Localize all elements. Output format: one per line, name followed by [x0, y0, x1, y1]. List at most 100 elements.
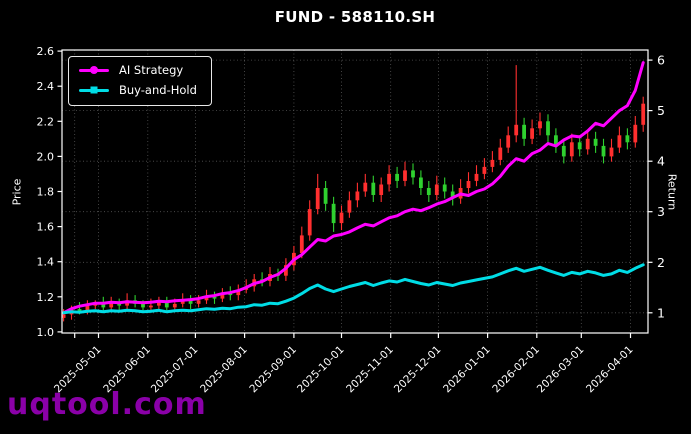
candle-body: [641, 103, 646, 125]
candle-body: [299, 235, 304, 253]
left-tick-label: 1.8: [37, 186, 55, 199]
candle-body: [149, 305, 153, 308]
candle-body: [426, 188, 431, 195]
candle-body: [236, 289, 241, 296]
right-axis-label: Return: [665, 174, 684, 211]
left-axis-label: Price: [6, 179, 25, 206]
left-axis-label-text: Price: [10, 178, 24, 206]
candle-body: [411, 170, 415, 178]
candle-body: [355, 191, 360, 201]
candle-body: [387, 173, 391, 185]
candle-body: [466, 181, 471, 188]
candle-body: [180, 300, 185, 304]
candle-body: [260, 279, 264, 282]
candle-body: [172, 303, 177, 308]
candle-body: [276, 274, 280, 276]
left-tick-label: 2.6: [37, 45, 55, 58]
candle-body: [506, 135, 511, 148]
x-tick-label: 2026-03-01: [535, 344, 587, 396]
ai-strategy-line-swatch: [79, 66, 109, 74]
candle-body: [164, 302, 169, 308]
candle-body: [458, 188, 463, 199]
candle-body: [347, 200, 352, 213]
candle-body: [228, 293, 233, 296]
right-tick-label: 1: [657, 305, 665, 320]
watermark: uqtool.com: [7, 387, 207, 422]
left-tick-label: 1.6: [37, 221, 55, 234]
square-marker-icon: [90, 86, 98, 94]
candle-body: [434, 184, 439, 195]
x-tick-label: 2026-04-01: [584, 344, 636, 396]
candle-body: [323, 188, 328, 204]
candle-body: [577, 142, 582, 150]
legend-item-buy-and-hold: Buy-and-Hold: [79, 83, 197, 97]
candle-body: [601, 145, 606, 157]
circle-marker-icon: [90, 66, 98, 74]
candle-body: [625, 135, 630, 143]
candle-body: [633, 124, 638, 143]
candle-body: [593, 138, 598, 146]
right-axis-label-text: Return: [665, 173, 679, 211]
left-tick-label: 1.4: [37, 256, 55, 269]
candle-body: [538, 121, 542, 129]
candle-body: [109, 302, 114, 308]
x-tick-label: 2025-09-01: [247, 344, 299, 396]
candle-body: [117, 302, 122, 306]
candle-body: [284, 265, 288, 276]
chart-title: FUND - 588110.SH: [274, 8, 436, 26]
candle-body: [585, 138, 590, 150]
candle-body: [339, 212, 344, 224]
candle-body: [141, 303, 145, 308]
candle-body: [212, 296, 217, 299]
candle-body: [419, 177, 423, 188]
candle-body: [307, 209, 312, 236]
candle-body: [522, 124, 526, 139]
legend-item-ai-strategy: AI Strategy: [79, 63, 197, 77]
candle-body: [554, 135, 558, 146]
candle-body: [157, 302, 161, 306]
candle-body: [498, 147, 503, 160]
candle-body: [315, 188, 320, 210]
candle-body: [77, 309, 82, 311]
candle-body: [490, 159, 495, 167]
candle-body: [442, 184, 447, 192]
right-tick-label: 2: [657, 255, 665, 270]
candle-body: [252, 279, 257, 287]
x-tick-label: 2026-02-01: [490, 344, 542, 396]
candle-body: [530, 128, 534, 139]
candle-body: [514, 124, 519, 136]
candle-body: [569, 142, 574, 157]
candle-body: [331, 203, 336, 224]
left-tick-label: 2.0: [37, 150, 55, 163]
right-tick-label: 5: [657, 103, 665, 118]
legend-label: Buy-and-Hold: [119, 83, 197, 97]
candle-body: [371, 182, 376, 195]
candle-body: [196, 300, 201, 304]
right-tick-label: 6: [657, 53, 665, 68]
buyhold-line: [62, 263, 645, 315]
candle-body: [363, 182, 368, 192]
legend: AI Strategy Buy-and-Hold: [68, 56, 212, 106]
candle-body: [93, 303, 98, 306]
left-tick-label: 1.0: [37, 326, 55, 339]
candle-body: [85, 305, 90, 311]
left-tick-label: 2.4: [37, 80, 55, 93]
left-tick-label: 2.2: [37, 115, 55, 128]
candle-body: [474, 173, 479, 181]
candle-body: [268, 274, 272, 281]
candle-body: [244, 286, 249, 290]
candle-body: [220, 293, 225, 299]
candle-body: [188, 300, 193, 304]
candle-body: [561, 145, 566, 157]
candle-body: [61, 314, 66, 318]
candle-body: [450, 191, 455, 199]
x-tick-label: 2025-10-01: [295, 344, 347, 396]
left-tick-label: 1.2: [37, 291, 55, 304]
candle-body: [204, 296, 209, 301]
candle-body: [546, 121, 550, 136]
candle-body: [133, 300, 137, 304]
x-tick-label: 2026-01-01: [441, 344, 493, 396]
x-tick-label: 2025-12-01: [392, 344, 444, 396]
candle-body: [395, 173, 399, 181]
